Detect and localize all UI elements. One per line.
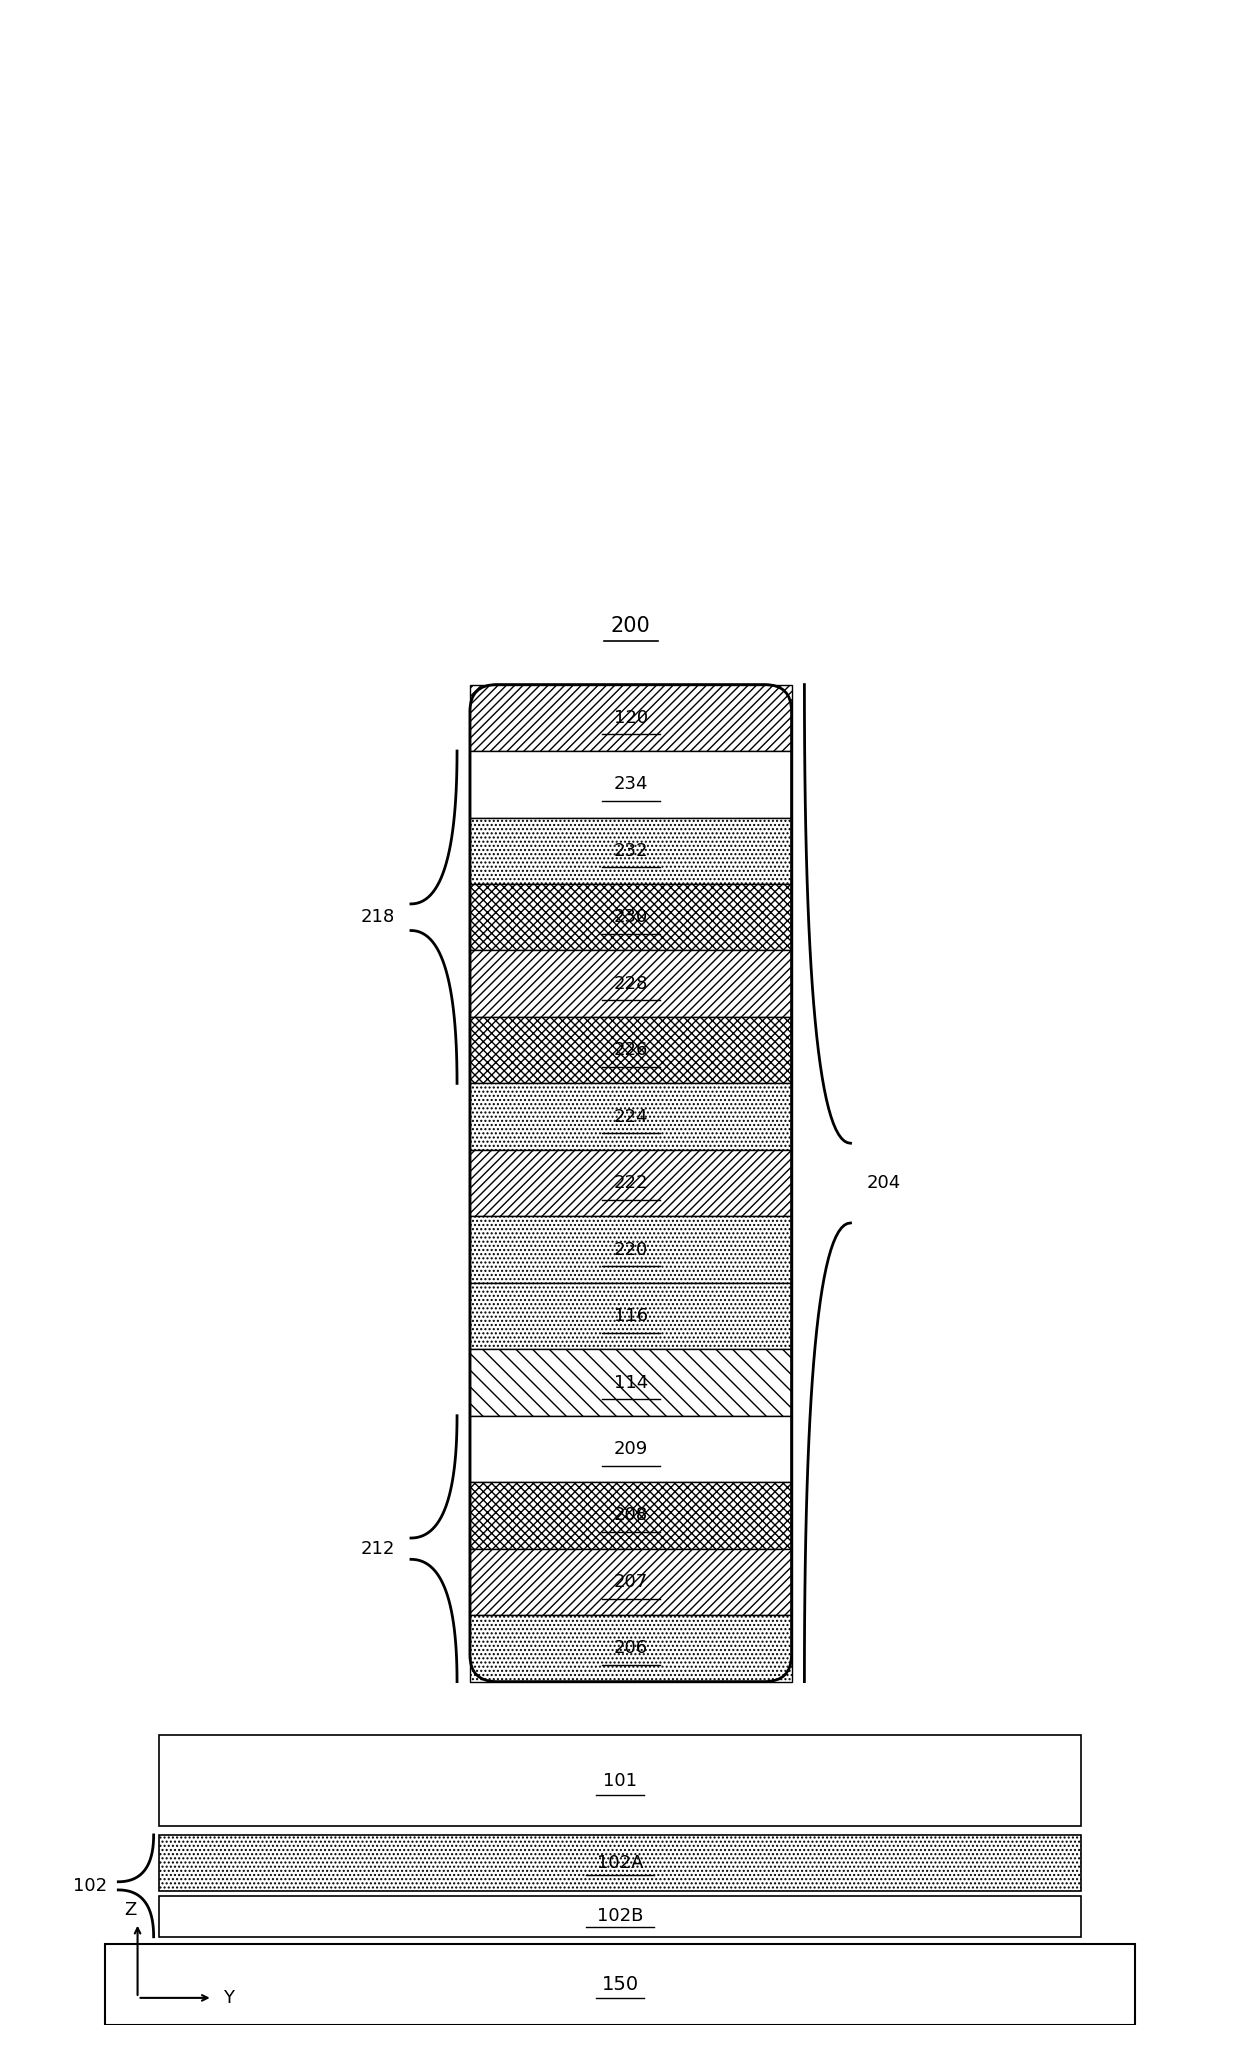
Bar [470,752,791,818]
Text: 204: 204 [867,1173,900,1192]
Bar [470,884,791,950]
Text: 206: 206 [614,1640,647,1657]
Bar [470,1217,791,1283]
Text: 222: 222 [614,1173,649,1192]
Text: 102: 102 [73,1876,108,1895]
Bar [105,1944,1135,2025]
Bar [159,1835,1081,1890]
Text: Y: Y [223,1990,234,2006]
Text: 224: 224 [614,1107,649,1126]
Text: 101: 101 [603,1773,637,1789]
Bar [470,684,791,752]
Text: 114: 114 [614,1374,647,1392]
Text: 208: 208 [614,1506,647,1525]
Bar [470,1151,791,1217]
Text: 102A: 102A [596,1853,644,1872]
Text: 102B: 102B [596,1907,644,1926]
Text: 116: 116 [614,1308,647,1324]
Bar [470,1415,791,1481]
Bar [159,1735,1081,1826]
Text: 228: 228 [614,975,649,992]
Bar [470,1616,791,1682]
Bar [470,1283,791,1349]
Text: 212: 212 [361,1539,394,1558]
Bar [159,1897,1081,1936]
Bar [470,1349,791,1415]
Text: 218: 218 [361,909,394,926]
Text: 230: 230 [614,909,647,926]
Text: 220: 220 [614,1240,647,1258]
Text: 209: 209 [614,1440,647,1459]
Bar [470,1016,791,1083]
Text: 150: 150 [601,1975,639,1994]
Text: 120: 120 [614,709,647,727]
Bar [470,818,791,884]
Text: Z: Z [124,1901,136,1919]
Bar [470,1083,791,1151]
Text: 232: 232 [614,841,649,859]
Text: 226: 226 [614,1041,649,1060]
Bar [470,1481,791,1550]
Text: 200: 200 [611,616,651,636]
Text: 234: 234 [614,775,649,793]
Text: 207: 207 [614,1572,647,1591]
Bar [470,950,791,1016]
Bar [470,1550,791,1616]
